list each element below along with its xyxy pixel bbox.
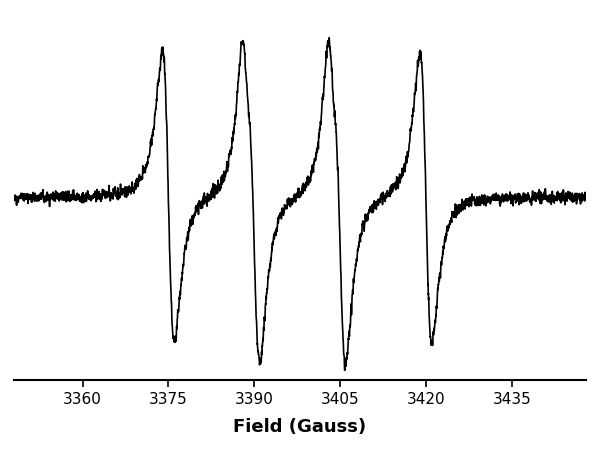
X-axis label: Field (Gauss): Field (Gauss) — [233, 418, 367, 436]
